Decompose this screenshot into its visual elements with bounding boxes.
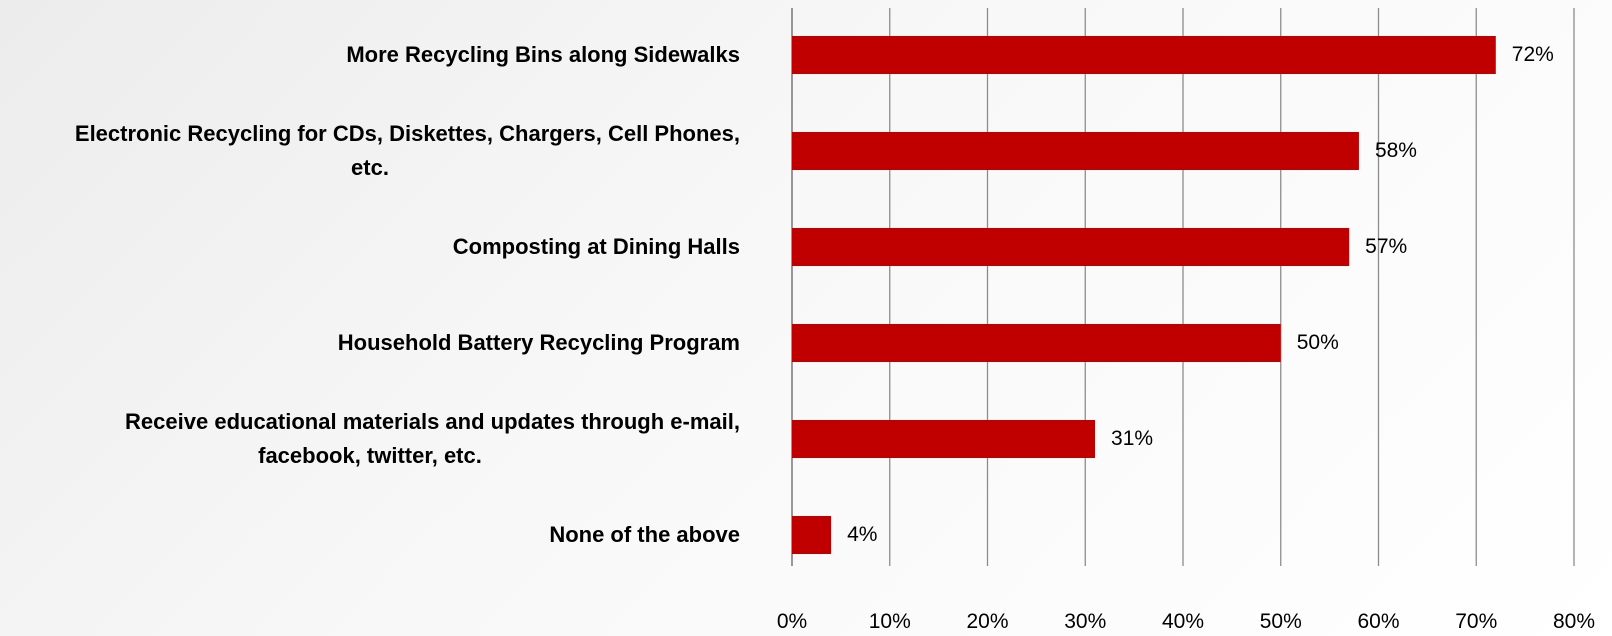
category-label: Electronic Recycling for CDs, Diskettes,… [0, 117, 740, 185]
category-label-line: facebook, twitter, etc. [258, 443, 482, 468]
category-label-line: Composting at Dining Halls [452, 234, 740, 259]
data-label: 50% [1296, 331, 1339, 354]
bar [792, 420, 1096, 458]
bar [792, 228, 1350, 266]
bar [792, 36, 1496, 74]
x-tick-label: 10% [868, 610, 911, 633]
x-tick-label: 0% [776, 610, 808, 633]
category-label: Composting at Dining Halls [0, 230, 740, 264]
category-label-line: None of the above [549, 522, 740, 547]
category-label-line: Household Battery Recycling Program [337, 330, 740, 355]
x-tick-label: 60% [1357, 610, 1400, 633]
x-tick-label: 50% [1259, 610, 1302, 633]
data-label: 58% [1374, 139, 1417, 162]
x-tick-label: 80% [1552, 610, 1596, 633]
category-label-line: Receive educational materials and update… [125, 409, 740, 434]
bar [792, 324, 1281, 362]
x-tick-label: 30% [1064, 610, 1107, 633]
category-label: Household Battery Recycling Program [0, 326, 740, 360]
x-tick-label: 20% [966, 610, 1009, 633]
data-label: 57% [1365, 235, 1408, 258]
data-label: 4% [847, 523, 878, 546]
category-label-line: etc. [351, 155, 389, 180]
data-label: 72% [1511, 43, 1554, 66]
category-label: None of the above [0, 518, 740, 552]
x-tick-label: 70% [1455, 610, 1498, 633]
category-label: Receive educational materials and update… [0, 405, 740, 473]
category-label: More Recycling Bins along Sidewalks [0, 38, 740, 72]
bar [792, 132, 1359, 170]
category-label-line: More Recycling Bins along Sidewalks [346, 42, 740, 67]
data-label: 31% [1111, 427, 1154, 450]
category-label-line: Electronic Recycling for CDs, Diskettes,… [74, 121, 740, 146]
x-tick-label: 40% [1161, 610, 1205, 633]
bar [792, 516, 832, 554]
